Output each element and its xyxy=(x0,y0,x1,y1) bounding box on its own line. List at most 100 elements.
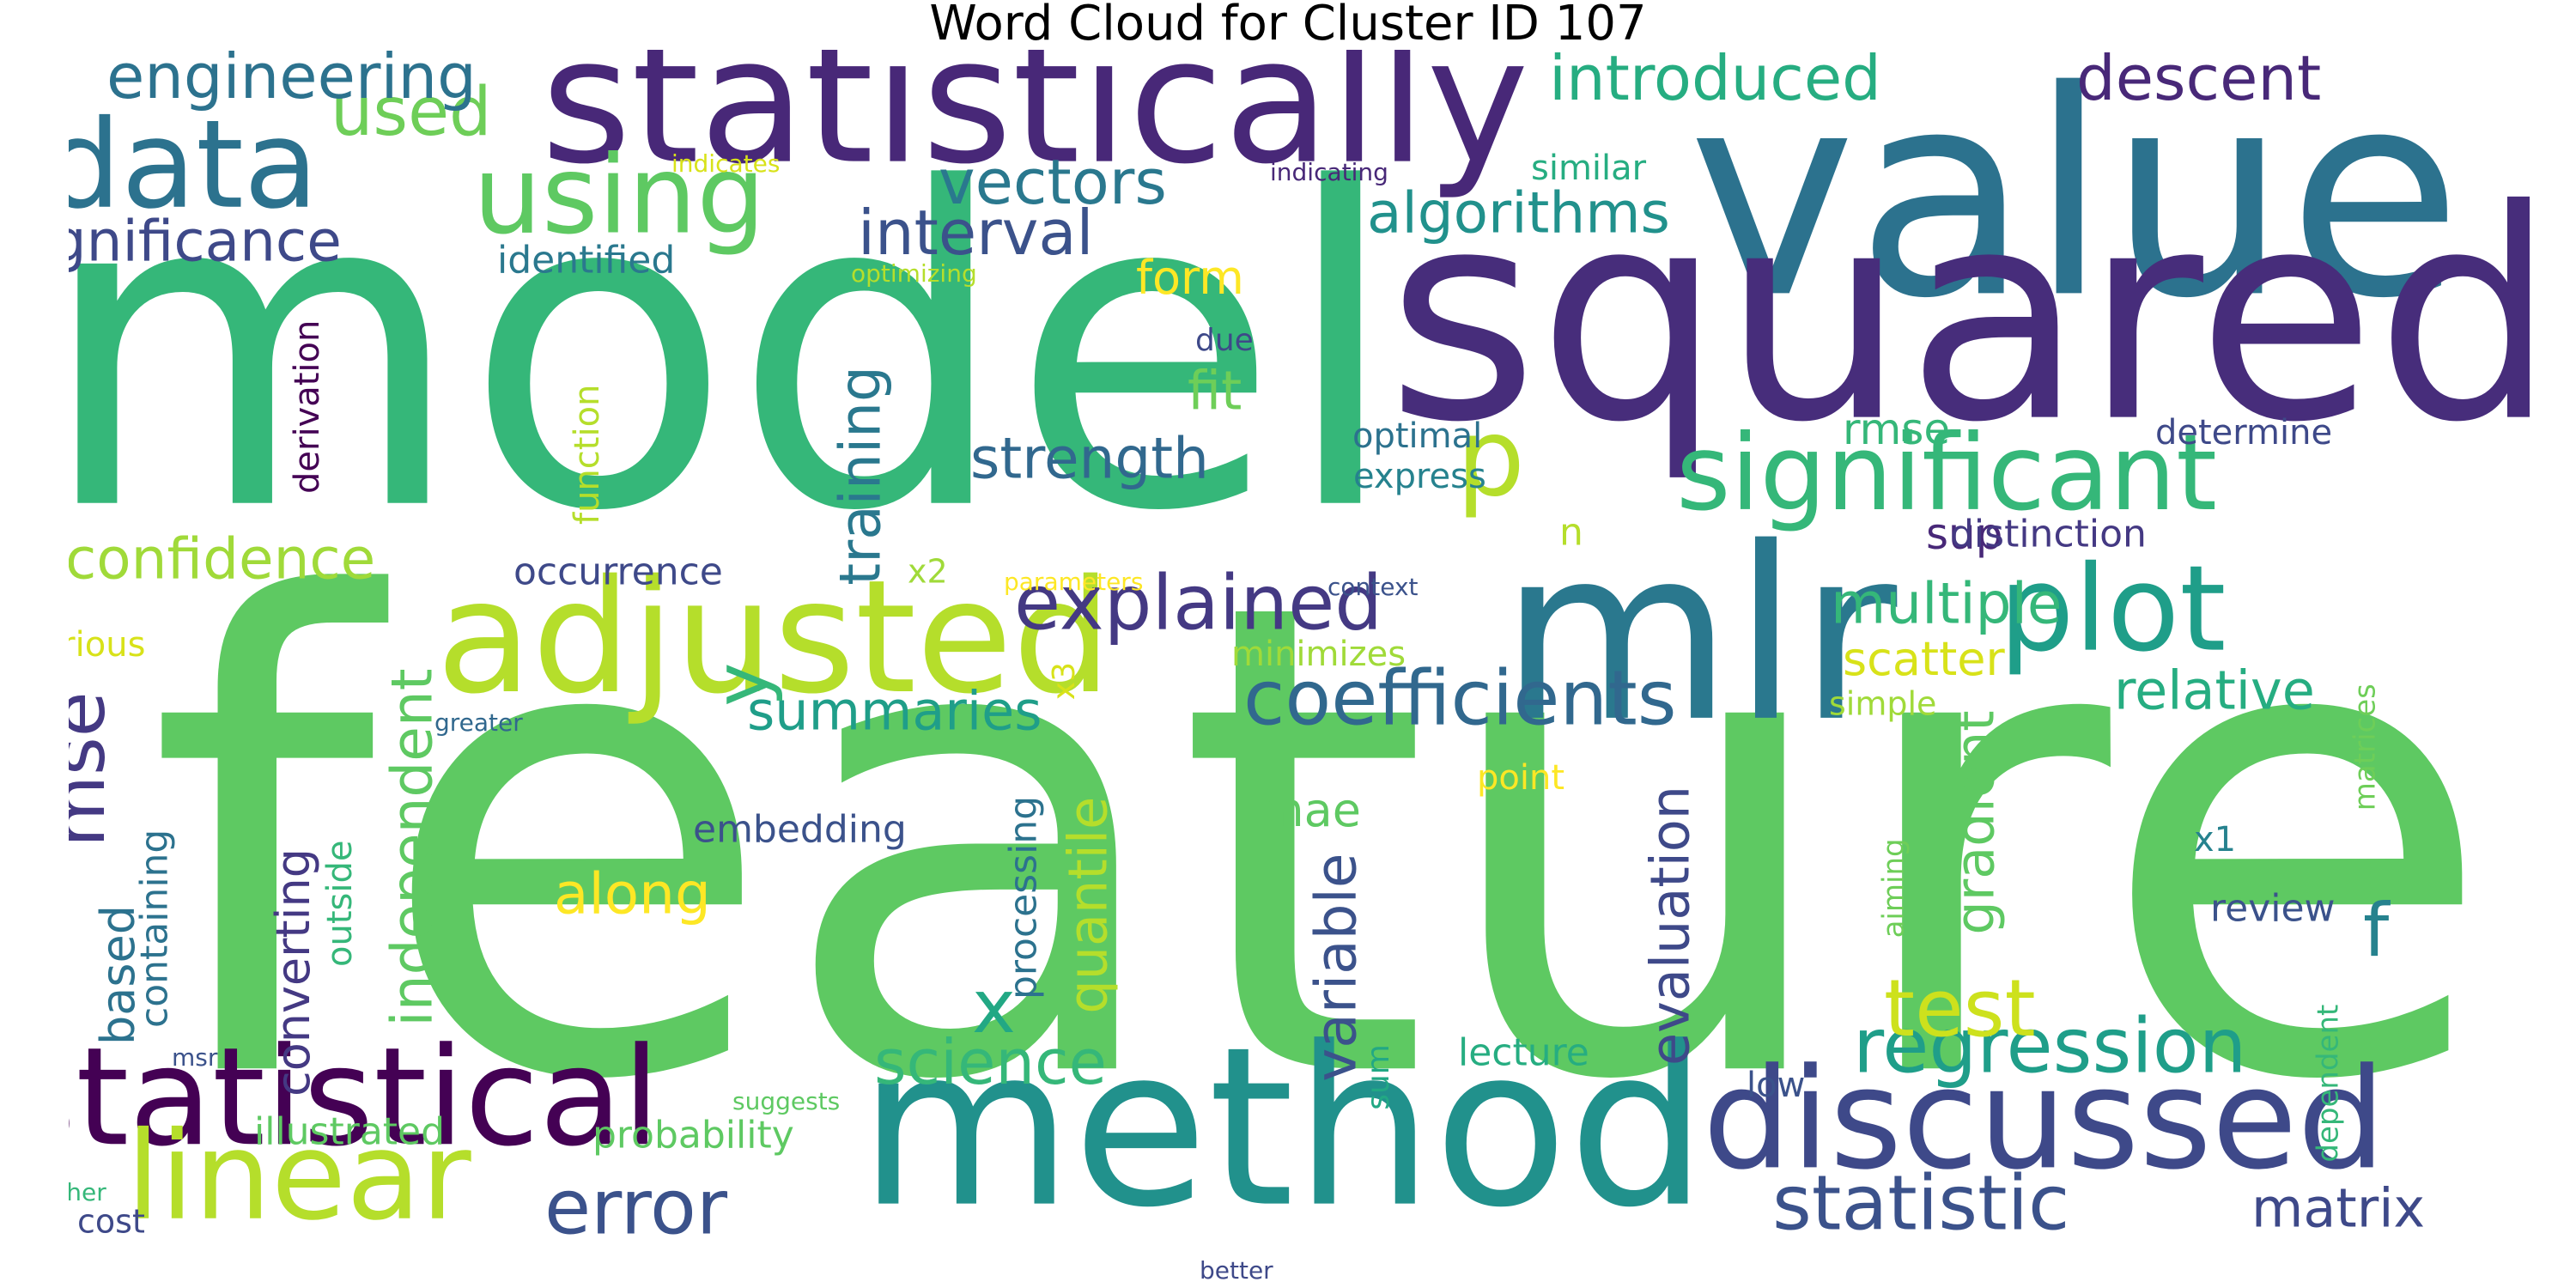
word-sum: sum xyxy=(1361,1044,1396,1110)
word-embedding: embedding xyxy=(693,807,907,851)
word-value: value xyxy=(1688,50,2462,360)
word-greater: greater xyxy=(434,708,523,737)
word-interval: interval xyxy=(858,197,1094,269)
word-significance: significance xyxy=(69,208,342,274)
word-simple: simple xyxy=(1829,685,1936,723)
word-msr: msr xyxy=(172,1043,218,1072)
word-confidence: confidence xyxy=(69,526,375,592)
word-similar: similar xyxy=(1531,149,1647,188)
word-introduced: introduced xyxy=(1549,50,1881,114)
word-matrix: matrix xyxy=(2251,1176,2425,1239)
word-converting: converting xyxy=(266,848,320,1097)
word-quantile: quantile xyxy=(1056,797,1119,1014)
word-point: point xyxy=(1477,758,1564,798)
word-using: using xyxy=(473,131,765,258)
word-based: based xyxy=(91,905,145,1045)
word-mse: mse xyxy=(69,691,122,848)
word-vectors: vectors xyxy=(939,146,1167,218)
word-containing: containing xyxy=(132,829,176,1028)
word-optimal: optimal xyxy=(1352,416,1482,456)
word-p: p xyxy=(1456,394,1525,520)
word-parameters: parameters xyxy=(1004,568,1143,596)
word-indicating: indicating xyxy=(1270,158,1388,186)
word-science: science xyxy=(874,1026,1107,1098)
word-fit: fit xyxy=(1188,359,1242,422)
word-statistic: statistic xyxy=(1772,1159,2069,1248)
word-f: f xyxy=(2363,888,2391,974)
word-training: training xyxy=(827,366,893,586)
word-occurrence: occurrence xyxy=(513,550,723,593)
word-gradient: gradient xyxy=(1943,710,2006,934)
word-engineering: engineering xyxy=(106,50,477,112)
word-distinction: distinction xyxy=(1950,512,2147,556)
word-x3: x3 xyxy=(1047,662,1082,700)
word-regression: regression xyxy=(1853,1002,2246,1091)
word-significant: significant xyxy=(1676,412,2217,534)
word-function: function xyxy=(568,385,607,525)
word-used: used xyxy=(331,74,492,151)
word-low: low xyxy=(1747,1066,1805,1105)
word-suggests: suggests xyxy=(732,1087,840,1115)
word-illustrated: illustrated xyxy=(254,1109,445,1153)
word-minimizes: minimizes xyxy=(1231,635,1406,674)
word-error: error xyxy=(544,1163,728,1252)
word-outside: outside xyxy=(320,841,360,967)
word-due: due xyxy=(1195,323,1254,358)
word-explained: explained xyxy=(1014,559,1382,647)
word-adjusted: adjusted xyxy=(436,546,1112,728)
word-cloud: feature model value squared method mlr statist… xyxy=(69,50,2530,1288)
word-n: n xyxy=(1559,510,1583,554)
word-identified: identified xyxy=(497,238,675,282)
word-test: test xyxy=(1884,963,2036,1054)
word-evaluation: evaluation xyxy=(1638,786,1701,1066)
word-form: form xyxy=(1136,251,1244,305)
word-discussed: discussed xyxy=(1703,1039,2385,1200)
word-coefficients: coefficients xyxy=(1243,654,1677,743)
word-probability: probability xyxy=(592,1113,794,1157)
word-derivation: derivation xyxy=(288,320,327,494)
word-rmse: rmse xyxy=(1843,404,1950,454)
word-express: express xyxy=(1353,457,1486,496)
word-strength: strength xyxy=(970,425,1209,491)
word-independent: independent xyxy=(379,668,445,1026)
word-indicates: indicates xyxy=(671,149,780,178)
word-x2: x2 xyxy=(908,553,948,591)
word-various: various xyxy=(69,625,145,665)
word-mae: mae xyxy=(1259,783,1361,837)
word-dependent: dependent xyxy=(2312,1005,2346,1163)
word-y: y xyxy=(699,663,785,707)
word-review: review xyxy=(2210,886,2336,930)
word-determine: determine xyxy=(2155,413,2332,453)
word-cost: cost xyxy=(77,1203,145,1241)
word-x1: x1 xyxy=(2194,820,2236,860)
word-data: data xyxy=(69,94,319,236)
word-statistically: statistically xyxy=(541,50,1529,203)
word-lecture: lecture xyxy=(1458,1030,1589,1074)
word-context: context xyxy=(1327,573,1419,601)
word-better: better xyxy=(1200,1256,1273,1285)
word-algorithms: algorithms xyxy=(1367,179,1670,246)
word-model: model xyxy=(69,98,1401,607)
word-aiming: aiming xyxy=(1877,838,1911,938)
chart-title: Word Cloud for Cluster ID 107 xyxy=(929,0,1647,52)
word-linear: linear xyxy=(126,1106,471,1248)
word-summaries: summaries xyxy=(747,679,1042,742)
word-higher: higher xyxy=(69,1178,106,1206)
word-squared: squared xyxy=(1387,148,2530,486)
word-processing: processing xyxy=(1001,796,1045,999)
word-statistical: statistical xyxy=(69,1018,660,1176)
word-relative: relative xyxy=(2114,659,2315,721)
word-scatter: scatter xyxy=(1843,632,2005,686)
word-feature: feature xyxy=(147,464,2497,1222)
word-optimizing: optimizing xyxy=(851,259,977,288)
word-plot: plot xyxy=(1999,540,2226,678)
word-mlr: mlr xyxy=(1500,496,1899,775)
word-variable: variable xyxy=(1303,854,1369,1082)
word-matrices: matrices xyxy=(2348,683,2383,811)
word-along: along xyxy=(554,860,711,927)
word-descent: descent xyxy=(2076,50,2321,114)
word-method: method xyxy=(859,1000,1708,1256)
word-multiple: multiple xyxy=(1831,570,2063,636)
word-x: x xyxy=(972,964,1016,1050)
